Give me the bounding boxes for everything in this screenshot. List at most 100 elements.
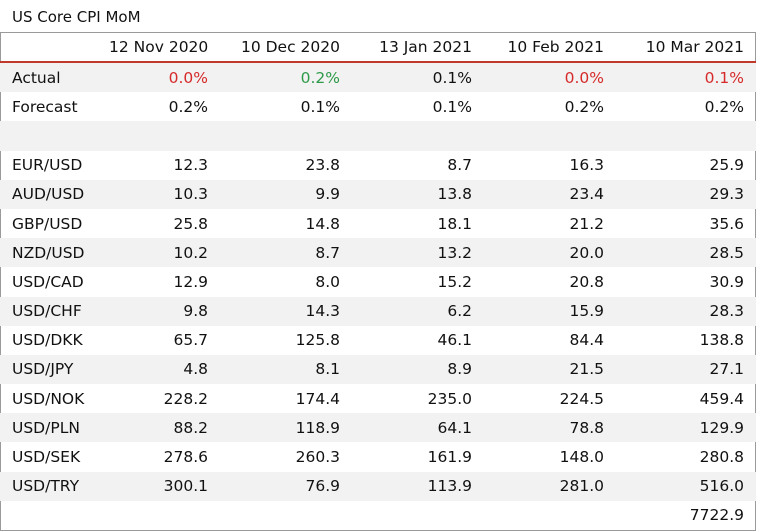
actual-value: 0.1%: [616, 62, 756, 93]
empty-cell: [352, 501, 484, 530]
value-cell: 10.2: [97, 238, 220, 268]
value-cell: 64.1: [352, 413, 484, 443]
value-cell: 28.5: [616, 238, 756, 268]
total-value: 7722.9: [689, 506, 744, 525]
forecast-value: 0.1%: [300, 97, 340, 116]
table-row: USD/CHF 9.8 14.3 6.2 15.9 28.3: [0, 296, 756, 326]
table-row: USD/JPY 4.8 8.1 8.9 21.5 27.1: [0, 354, 756, 385]
table-row: USD/SEK 278.6 260.3 161.9 148.0 280.8: [0, 442, 756, 471]
value-cell: 15.9: [484, 296, 616, 326]
column-header: [0, 33, 97, 62]
row-label: USD/CAD: [12, 272, 84, 291]
value-cell: 138.8: [699, 331, 744, 350]
value-cell: 9.9: [220, 179, 352, 209]
value-cell: 4.8: [97, 354, 220, 385]
value-cell: 20.8: [569, 272, 604, 291]
value-cell: 88.2: [97, 413, 220, 443]
value-cell: 76.9: [220, 471, 352, 501]
value-cell: 23.8: [305, 156, 340, 175]
value-cell: 25.9: [709, 156, 744, 175]
value-cell: 8.1: [220, 354, 352, 385]
value-cell: 12.3: [173, 156, 208, 175]
forecast-row: Forecast 0.2% 0.1% 0.1% 0.2% 0.2%: [0, 92, 756, 121]
table-row: USD/PLN 88.2 118.9 64.1 78.8 129.9: [0, 413, 756, 443]
spacer-row: [0, 121, 756, 151]
value-cell: 12.9: [173, 272, 208, 291]
value-cell: 18.1: [437, 214, 472, 233]
value-cell: 280.8: [699, 448, 744, 467]
forecast-value: 0.1%: [432, 97, 472, 116]
row-label: USD/PLN: [0, 413, 97, 443]
value-cell: 260.3: [295, 448, 340, 467]
value-cell: 84.4: [569, 331, 604, 350]
value-cell: 300.1: [97, 471, 220, 501]
row-label: Forecast: [12, 97, 78, 116]
value-cell: 516.0: [616, 471, 756, 501]
value-cell: 9.8: [97, 296, 220, 326]
value-cell: 235.0: [427, 389, 472, 408]
value-cell: 10.3: [97, 179, 220, 209]
value-cell: 6.2: [352, 296, 484, 326]
header-row: 12 Nov 2020 10 Dec 2020 13 Jan 2021 10 F…: [0, 33, 756, 62]
value-cell: 174.4: [295, 389, 340, 408]
column-header: 10 Dec 2020: [240, 38, 340, 56]
value-cell: 46.1: [437, 331, 472, 350]
row-label: GBP/USD: [12, 214, 83, 233]
row-label: USD/SEK: [12, 448, 81, 467]
value-cell: 459.4: [699, 389, 744, 408]
value-cell: 21.2: [569, 214, 604, 233]
row-label: USD/CHF: [0, 296, 97, 326]
column-header: 10 Mar 2021: [645, 38, 744, 56]
forecast-value: 0.2%: [168, 97, 208, 116]
column-header: 12 Nov 2020: [109, 38, 209, 56]
value-cell: 8.7: [220, 238, 352, 268]
forecast-value: 0.2%: [564, 97, 604, 116]
actual-value: 0.0%: [484, 62, 616, 93]
value-cell: 148.0: [559, 448, 604, 467]
table-row: USD/DKK 65.7 125.8 46.1 84.4 138.8: [0, 326, 756, 355]
actual-row: Actual 0.0% 0.2% 0.1% 0.0% 0.1%: [0, 62, 756, 93]
value-cell: 281.0: [484, 471, 616, 501]
table-row: USD/TRY 300.1 76.9 113.9 281.0 516.0: [0, 471, 756, 501]
empty-cell: [220, 501, 352, 530]
value-cell: 20.0: [484, 238, 616, 268]
table-row: GBP/USD 25.8 14.8 18.1 21.2 35.6: [0, 209, 756, 238]
value-cell: 25.8: [173, 214, 208, 233]
cpi-table: 12 Nov 2020 10 Dec 2020 13 Jan 2021 10 F…: [0, 33, 756, 530]
row-label: Actual: [0, 62, 97, 93]
table-row: EUR/USD 12.3 23.8 8.7 16.3 25.9: [0, 151, 756, 180]
row-label: USD/NOK: [12, 389, 85, 408]
total-row: 7722.9: [0, 501, 756, 530]
value-cell: 15.2: [437, 272, 472, 291]
actual-value: 0.2%: [220, 62, 352, 93]
table-frame: [0, 32, 756, 531]
column-header: 13 Jan 2021: [379, 38, 472, 56]
value-cell: 30.9: [709, 272, 744, 291]
actual-value: 0.0%: [97, 62, 220, 93]
value-cell: 228.2: [163, 389, 208, 408]
value-cell: 8.7: [447, 156, 472, 175]
row-label: USD/JPY: [0, 354, 97, 385]
row-label: NZD/USD: [0, 238, 97, 268]
value-cell: 113.9: [352, 471, 484, 501]
value-cell: 224.5: [559, 389, 604, 408]
value-cell: 23.4: [484, 179, 616, 209]
value-cell: 14.3: [220, 296, 352, 326]
value-cell: 78.8: [484, 413, 616, 443]
value-cell: 29.3: [616, 179, 756, 209]
row-label: USD/TRY: [0, 471, 97, 501]
value-cell: 8.0: [315, 272, 340, 291]
spacer-cell: [0, 121, 756, 151]
value-cell: 118.9: [220, 413, 352, 443]
value-cell: 35.6: [709, 214, 744, 233]
table-row: USD/CAD 12.9 8.0 15.2 20.8 30.9: [0, 267, 756, 296]
value-cell: 27.1: [616, 354, 756, 385]
value-cell: 65.7: [173, 331, 208, 350]
empty-cell: [97, 501, 220, 530]
value-cell: 129.9: [616, 413, 756, 443]
empty-cell: [484, 501, 616, 530]
table-title: US Core CPI MoM: [12, 8, 141, 26]
actual-value: 0.1%: [352, 62, 484, 93]
value-cell: 13.8: [352, 179, 484, 209]
value-cell: 8.9: [352, 354, 484, 385]
